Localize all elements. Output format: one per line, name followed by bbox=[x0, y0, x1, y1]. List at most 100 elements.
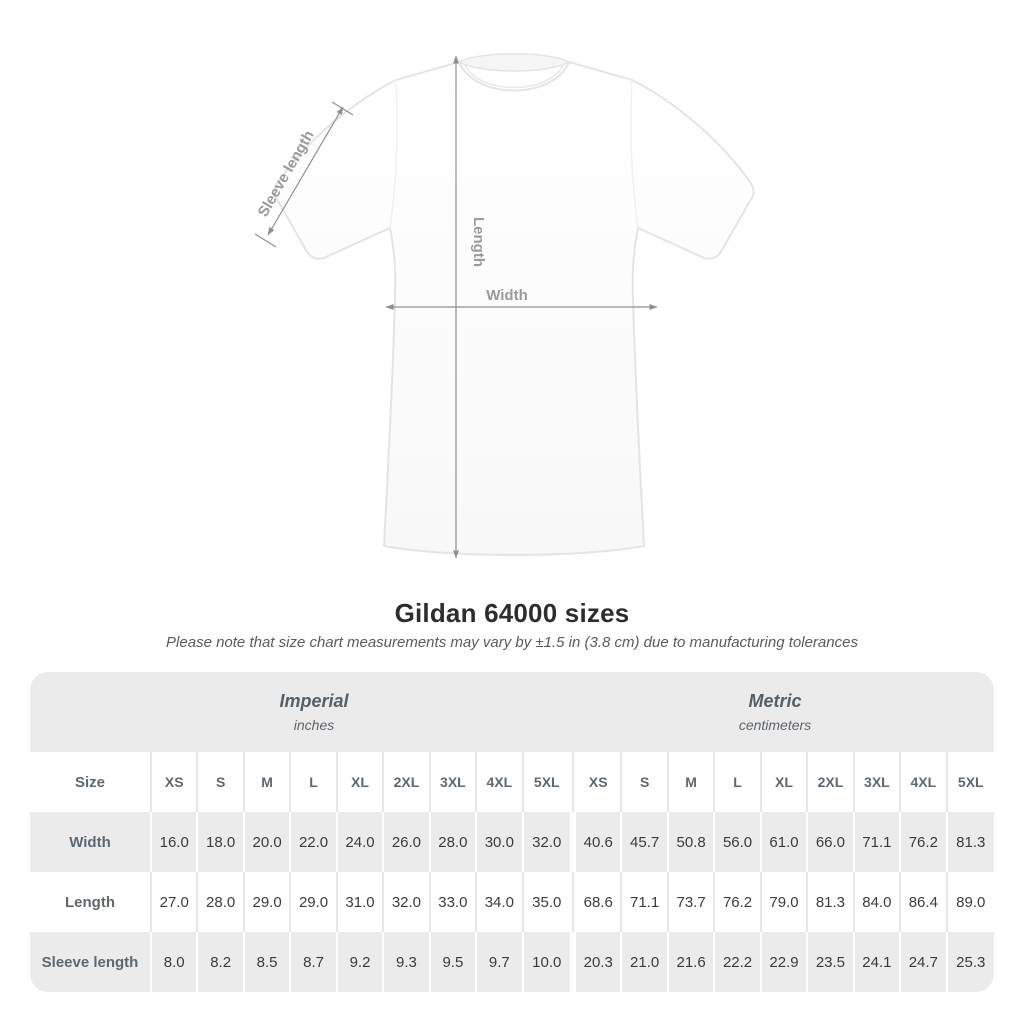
imperial-value-cell: 9.2 bbox=[337, 932, 385, 992]
size-column-header-metric: 4XL bbox=[901, 752, 948, 812]
tshirt-body bbox=[273, 61, 755, 556]
imperial-value-cell: 9.5 bbox=[430, 932, 478, 992]
imperial-value-cell: 30.0 bbox=[477, 812, 524, 872]
size-column-header-metric: L bbox=[715, 752, 762, 812]
imperial-value-cell: 29.0 bbox=[291, 872, 338, 932]
size-row-label: Size bbox=[30, 752, 152, 812]
row-label: Length bbox=[30, 872, 152, 932]
measurement-row: Width 16.0 18.0 20.0 22.0 24.0 26.0 28.0 30.0 32.… bbox=[30, 812, 994, 872]
imperial-value-cell: 32.0 bbox=[384, 872, 431, 932]
imperial-value-cell: 18.0 bbox=[198, 812, 245, 872]
imperial-unit: inches bbox=[293, 717, 335, 733]
imperial-value-cell: 34.0 bbox=[477, 872, 524, 932]
page-title: Gildan 64000 sizes bbox=[394, 598, 630, 628]
tshirt-collar-rib bbox=[464, 64, 564, 89]
metric-value-cell: 61.0 bbox=[761, 812, 809, 872]
section-divider bbox=[569, 812, 576, 872]
imperial-value-cell: 24.0 bbox=[337, 812, 385, 872]
metric-title: Metric bbox=[748, 691, 802, 711]
imperial-value-cell: 8.0 bbox=[152, 932, 199, 992]
size-column-header-metric: 2XL bbox=[808, 752, 855, 812]
imperial-value-cell: 9.3 bbox=[384, 932, 431, 992]
row-label: Sleeve length bbox=[30, 932, 152, 992]
metric-value-cell: 50.8 bbox=[668, 812, 716, 872]
imperial-value-cell: 32.0 bbox=[523, 812, 570, 872]
imperial-value-cell: 22.0 bbox=[291, 812, 338, 872]
imperial-title: Imperial bbox=[279, 691, 349, 711]
tshirt-diagram: Sleeve length Length Width bbox=[254, 53, 755, 559]
metric-value-cell: 73.7 bbox=[668, 872, 716, 932]
metric-value-cell: 86.4 bbox=[901, 872, 948, 932]
metric-value-cell: 21.0 bbox=[622, 932, 669, 992]
imperial-value-cell: 31.0 bbox=[337, 872, 385, 932]
length-annotation: Length bbox=[470, 217, 487, 267]
imperial-value-cell: 28.0 bbox=[198, 872, 245, 932]
size-column-header-imperial: 5XL bbox=[523, 752, 570, 812]
metric-value-cell: 23.5 bbox=[808, 932, 855, 992]
units-header-band: Imperial inches Metric centimeters bbox=[30, 672, 994, 752]
metric-value-cell: 22.2 bbox=[715, 932, 762, 992]
size-column-header-imperial: XS bbox=[152, 752, 199, 812]
imperial-value-cell: 9.7 bbox=[477, 932, 524, 992]
imperial-value-cell: 10.0 bbox=[523, 932, 570, 992]
imperial-value-cell: 29.0 bbox=[244, 872, 292, 932]
size-column-header-imperial: 2XL bbox=[384, 752, 431, 812]
imperial-header: Imperial inches bbox=[30, 672, 570, 752]
metric-value-cell: 71.1 bbox=[622, 872, 669, 932]
size-column-header-metric: S bbox=[622, 752, 669, 812]
size-column-header-metric: 5XL bbox=[947, 752, 994, 812]
imperial-value-cell: 35.0 bbox=[523, 872, 570, 932]
metric-value-cell: 24.7 bbox=[901, 932, 948, 992]
metric-value-cell: 89.0 bbox=[947, 872, 994, 932]
imperial-value-cell: 8.7 bbox=[291, 932, 338, 992]
section-divider bbox=[569, 932, 576, 992]
metric-value-cell: 24.1 bbox=[854, 932, 902, 992]
sleeve-tick-bottom bbox=[254, 233, 277, 248]
metric-value-cell: 40.6 bbox=[575, 812, 623, 872]
size-column-header-metric: XS bbox=[575, 752, 623, 812]
metric-value-cell: 45.7 bbox=[622, 812, 669, 872]
imperial-value-cell: 20.0 bbox=[244, 812, 292, 872]
imperial-value-cell: 8.2 bbox=[198, 932, 245, 992]
size-chart-rows: Size XS S M L XL 2XL 3XL 4XL 5XL XS S M L XL 2XL 3XL 4XL 5… bbox=[30, 752, 994, 992]
metric-unit: centimeters bbox=[738, 717, 812, 733]
metric-value-cell: 25.3 bbox=[947, 932, 994, 992]
size-column-header-imperial: S bbox=[198, 752, 245, 812]
row-label: Width bbox=[30, 812, 152, 872]
tolerance-note: Please note that size chart measurements… bbox=[166, 634, 858, 651]
size-column-header-metric: XL bbox=[761, 752, 809, 812]
metric-value-cell: 71.1 bbox=[854, 812, 902, 872]
imperial-value-cell: 8.5 bbox=[244, 932, 292, 992]
tshirt-collar-back bbox=[457, 53, 571, 72]
metric-value-cell: 79.0 bbox=[761, 872, 809, 932]
imperial-value-cell: 27.0 bbox=[152, 872, 199, 932]
size-column-header-metric: M bbox=[668, 752, 716, 812]
tshirt-seam-left bbox=[389, 79, 398, 229]
measurement-row: Length 27.0 28.0 29.0 29.0 31.0 32.0 33.0 34.0 35… bbox=[30, 872, 994, 932]
width-annotation: Width bbox=[486, 287, 528, 304]
measurement-arrows bbox=[254, 55, 658, 559]
metric-value-cell: 56.0 bbox=[715, 812, 762, 872]
sleeve-tick-top bbox=[331, 101, 354, 116]
section-divider bbox=[569, 752, 576, 812]
size-column-header-imperial: 3XL bbox=[430, 752, 478, 812]
imperial-value-cell: 28.0 bbox=[430, 812, 478, 872]
imperial-value-cell: 16.0 bbox=[152, 812, 199, 872]
size-chart-table: Imperial inches Metric centimeters Size X… bbox=[30, 672, 994, 992]
metric-value-cell: 21.6 bbox=[668, 932, 716, 992]
metric-value-cell: 68.6 bbox=[575, 872, 623, 932]
metric-value-cell: 22.9 bbox=[761, 932, 809, 992]
tshirt-seam-right bbox=[630, 79, 639, 229]
size-column-header-metric: 3XL bbox=[854, 752, 902, 812]
imperial-value-cell: 33.0 bbox=[430, 872, 478, 932]
size-column-header-imperial: L bbox=[291, 752, 338, 812]
metric-value-cell: 76.2 bbox=[901, 812, 948, 872]
metric-value-cell: 20.3 bbox=[575, 932, 623, 992]
size-column-header-imperial: XL bbox=[337, 752, 385, 812]
size-header-row: Size XS S M L XL 2XL 3XL 4XL 5XL XS S M L XL 2XL 3XL 4XL 5… bbox=[30, 752, 994, 812]
section-divider bbox=[569, 872, 576, 932]
metric-header: Metric centimeters bbox=[570, 672, 994, 752]
metric-value-cell: 66.0 bbox=[808, 812, 855, 872]
metric-value-cell: 81.3 bbox=[808, 872, 855, 932]
metric-value-cell: 84.0 bbox=[854, 872, 902, 932]
